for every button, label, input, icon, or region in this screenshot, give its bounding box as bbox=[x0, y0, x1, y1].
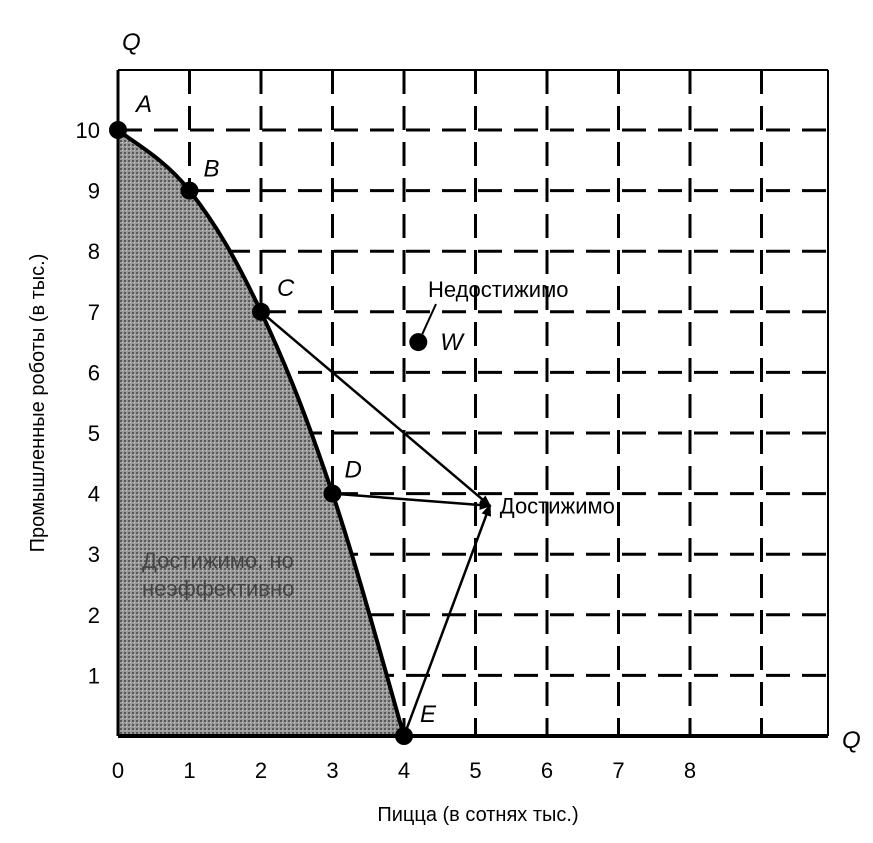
arrows bbox=[260, 310, 492, 737]
point-label-A: A bbox=[134, 91, 152, 118]
point-label-B: B bbox=[204, 156, 220, 183]
point-E bbox=[395, 727, 413, 745]
y-tick-3: 3 bbox=[88, 542, 100, 567]
point-label-W: W bbox=[440, 329, 465, 356]
x-tick-2: 2 bbox=[255, 758, 267, 783]
x-tick-4: 4 bbox=[398, 758, 410, 783]
y-tick-2: 2 bbox=[88, 603, 100, 628]
y-axis-title: Промышленные роботы (в тыс.) bbox=[27, 254, 49, 553]
x-tick-3: 3 bbox=[326, 758, 338, 783]
inefficient-label-line1: Достижимо, но bbox=[142, 548, 294, 573]
attainable-label: Достижимо bbox=[500, 494, 615, 519]
point-D bbox=[323, 484, 342, 503]
point-label-D: D bbox=[345, 457, 362, 484]
y-tick-9: 9 bbox=[88, 179, 100, 204]
point-C bbox=[252, 302, 270, 321]
y-tick-4: 4 bbox=[88, 482, 100, 507]
point-W bbox=[409, 333, 428, 352]
y-axis-end-label: Q bbox=[122, 29, 141, 56]
point-B bbox=[180, 181, 199, 200]
data-points: A B C D E W bbox=[109, 91, 465, 745]
y-tick-5: 5 bbox=[88, 421, 100, 446]
unattainable-pointer bbox=[421, 303, 437, 335]
y-tick-1: 1 bbox=[88, 663, 100, 688]
grid-lines bbox=[118, 70, 828, 736]
point-A bbox=[109, 121, 127, 139]
attainable-region bbox=[118, 130, 404, 736]
x-tick-6: 6 bbox=[541, 758, 553, 783]
y-tick-6: 6 bbox=[88, 360, 100, 385]
y-tick-8: 8 bbox=[88, 239, 100, 264]
y-tick-7: 7 bbox=[88, 300, 100, 325]
arrow-from-C bbox=[260, 310, 492, 508]
y-tick-10: 10 bbox=[76, 118, 100, 143]
arrow-from-E bbox=[402, 503, 491, 737]
x-tick-7: 7 bbox=[612, 758, 624, 783]
axes bbox=[116, 69, 829, 738]
x-axis-title: Пицца (в сотнях тыс.) bbox=[377, 804, 578, 826]
x-tick-1: 1 bbox=[183, 758, 195, 783]
point-label-C: C bbox=[277, 275, 295, 302]
unattainable-label: Недостижимо bbox=[428, 277, 568, 302]
tick-labels: 0 1 2 3 4 5 6 7 8 1 2 3 4 5 6 7 8 9 10 bbox=[76, 118, 697, 783]
x-tick-0: 0 bbox=[112, 758, 124, 783]
inefficient-label-line2: неэффективно bbox=[142, 576, 294, 601]
point-label-E: E bbox=[420, 701, 437, 728]
arrow-from-D bbox=[332, 492, 492, 510]
x-axis-end-label: Q bbox=[842, 727, 861, 754]
ppf-curve bbox=[116, 128, 406, 737]
x-tick-5: 5 bbox=[469, 758, 481, 783]
x-tick-8: 8 bbox=[684, 758, 696, 783]
